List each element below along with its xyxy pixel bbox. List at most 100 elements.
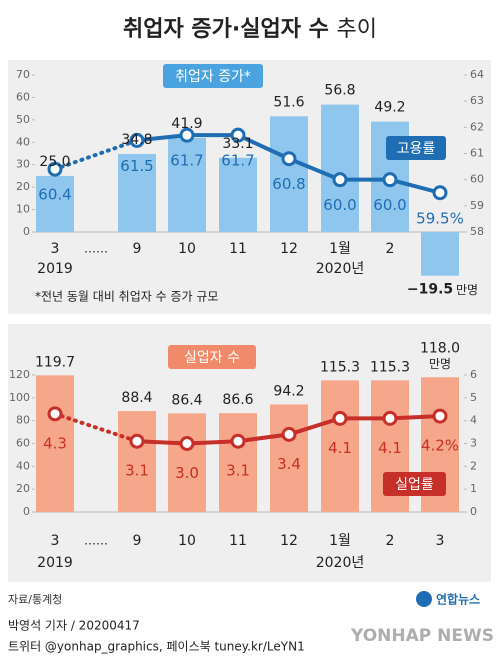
- credit: 트위터 @yonhap_graphics, 페이스북 tuney.kr/LeYN…: [8, 640, 305, 654]
- line-point: [281, 426, 297, 442]
- bar-value-label: 33.1: [222, 136, 253, 152]
- gap-label: ……: [84, 534, 108, 548]
- y2-tick-label: 2: [470, 459, 477, 472]
- x-tick-label: 10: [178, 241, 196, 257]
- line-value-label: 4.2%: [421, 437, 459, 455]
- line-point: [432, 185, 448, 201]
- line-value-label: 61.5: [120, 157, 153, 175]
- y-tick-label: 80: [16, 414, 30, 427]
- line-point: [47, 161, 63, 177]
- line-point: [129, 132, 145, 148]
- bar: [36, 175, 74, 232]
- bar-value-label: 119.7: [35, 354, 75, 370]
- line-value-label: 4.1: [378, 439, 402, 457]
- line-point: [129, 433, 145, 449]
- line-value-label: 60.0: [323, 196, 356, 214]
- bar: [118, 411, 156, 512]
- line-point: [47, 406, 63, 422]
- bar-value-label: 86.6: [222, 392, 253, 408]
- bar: [36, 375, 74, 512]
- x-tick-label: 11: [229, 241, 247, 257]
- y2-tick-label: 63: [470, 94, 484, 107]
- bar-value-label: 94.2: [273, 383, 304, 399]
- bar-value-label: 88.4: [121, 390, 152, 406]
- x-tick-label: 2: [386, 241, 395, 257]
- logo: 연합뉴스: [436, 592, 480, 607]
- y2-tick-label: 0: [470, 505, 477, 518]
- y2-tick-label: 62: [470, 120, 484, 133]
- logo-icon: [416, 591, 432, 607]
- bar: [421, 232, 459, 276]
- y-tick-label: 20: [16, 180, 30, 193]
- x-tick-label: 1월: [329, 533, 351, 549]
- y-tick-label: 60: [16, 90, 30, 103]
- year-label: 2020년: [316, 261, 365, 277]
- bar: [168, 138, 206, 232]
- y2-tick-label: 5: [470, 391, 477, 404]
- bar-value-label: −19.5: [407, 282, 453, 298]
- y2-tick-label: 61: [470, 147, 484, 160]
- source: 자료/통계청: [8, 593, 62, 606]
- bar-value-label: 86.4: [171, 392, 202, 408]
- y2-tick-label: 60: [470, 173, 484, 186]
- y2-tick-label: 59: [470, 199, 484, 212]
- value-unit: 만명: [456, 283, 478, 297]
- x-tick-label: 10: [178, 533, 196, 549]
- y-tick-label: 10: [16, 203, 30, 216]
- line-point: [382, 172, 398, 188]
- legend-label: 고용률: [397, 141, 436, 157]
- bar: [219, 157, 257, 232]
- title-suffix: 추이: [337, 17, 377, 42]
- bar: [219, 413, 257, 512]
- x-tick-label: 9: [133, 241, 142, 257]
- bar-value-label: 118.0: [420, 340, 460, 356]
- legend-box: [163, 64, 263, 88]
- year-label: 2019: [37, 555, 73, 571]
- line-value-label: 3.1: [125, 462, 149, 480]
- y2-tick-label: 1: [470, 482, 477, 495]
- year-label: 2020년: [316, 555, 365, 571]
- legend-label: 실업자 수: [184, 350, 240, 366]
- y-tick-label: 100: [9, 391, 30, 404]
- line-value-label: 60.8: [272, 175, 305, 193]
- x-tick-label: 1월: [329, 241, 351, 257]
- credit: 박영석 기자 / 20200417: [8, 619, 140, 633]
- x-tick-label: 12: [280, 241, 298, 257]
- y2-tick-label: 3: [470, 437, 477, 450]
- y-tick-label: 70: [16, 68, 30, 81]
- bar: [270, 404, 308, 512]
- line-dotted: [53, 138, 139, 172]
- line-point: [179, 436, 195, 451]
- y2-tick-label: 6: [470, 368, 477, 381]
- line-value-label: 4.3: [43, 434, 67, 452]
- line-point: [230, 127, 246, 143]
- legend-box: [168, 345, 256, 369]
- y-tick-label: 0: [23, 225, 30, 238]
- y-tick-label: 60: [16, 437, 30, 450]
- y-tick-label: 30: [16, 158, 30, 171]
- line-point: [382, 410, 398, 426]
- title: 취업자 증가·실업자 수 추이: [123, 17, 377, 42]
- line-value-label: 59.5%: [416, 209, 464, 227]
- line-point: [332, 410, 348, 426]
- x-tick-label: 2: [386, 533, 395, 549]
- line-point: [281, 151, 297, 167]
- x-tick-label: 9: [133, 533, 142, 549]
- line-point: [179, 127, 195, 143]
- bar-value-label: 115.3: [370, 359, 410, 375]
- footnote: *전년 동월 대비 취업자 수 증가 규모: [35, 290, 218, 304]
- legend-label: 실업률: [395, 477, 434, 493]
- bar-value-label: 25.0: [39, 154, 70, 170]
- line-point: [432, 408, 448, 424]
- y2-tick-label: 58: [470, 225, 484, 238]
- y-tick-label: 120: [9, 368, 30, 381]
- bar-value-label: 34.8: [121, 132, 152, 148]
- bar-value-label: 51.6: [273, 94, 304, 110]
- bar: [270, 116, 308, 232]
- line-point: [332, 172, 348, 188]
- title-main: 취업자 증가·실업자 수: [123, 17, 329, 42]
- x-tick-label: 3: [51, 241, 60, 257]
- y-tick-label: 40: [16, 135, 30, 148]
- line-value-label: 3.1: [226, 462, 250, 480]
- legend-box: [383, 472, 446, 496]
